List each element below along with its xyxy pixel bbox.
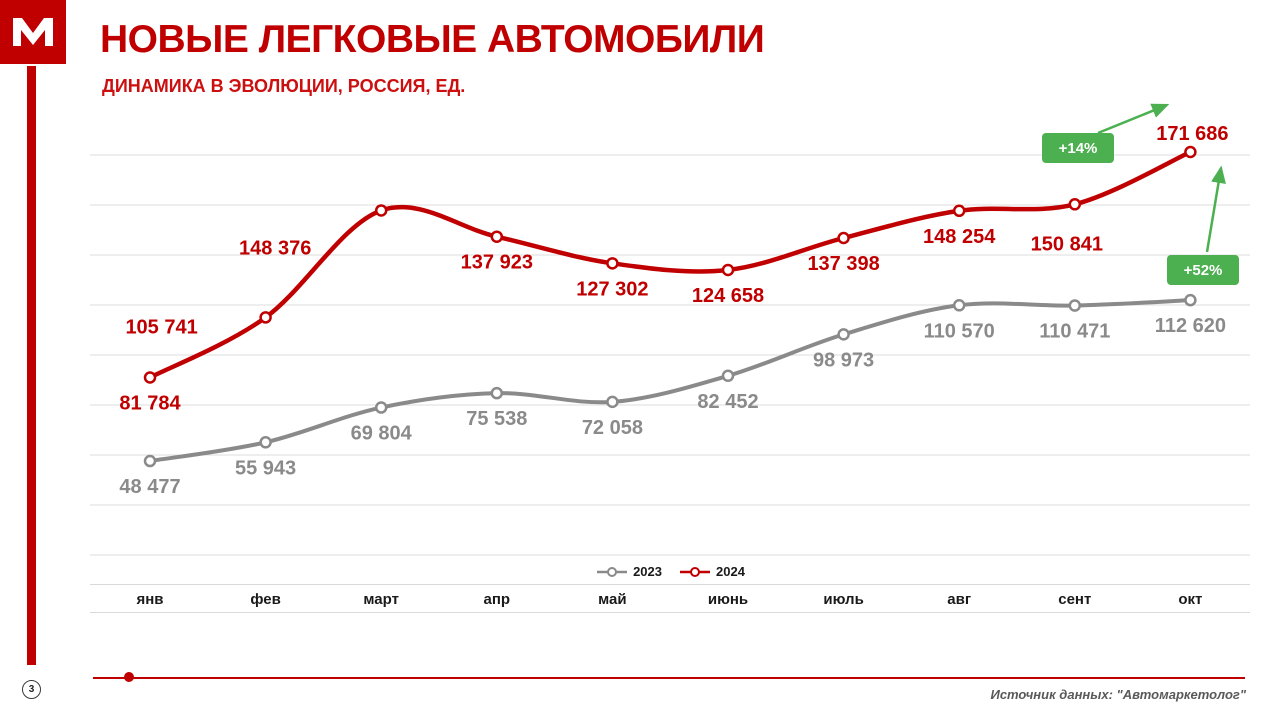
chart-legend: 2023 2024 xyxy=(90,559,1250,585)
data-point-2023 xyxy=(721,369,735,383)
data-label-2024: 148 254 xyxy=(923,226,996,248)
left-accent-bar xyxy=(27,66,36,665)
x-axis-label: янв xyxy=(136,591,164,608)
page-number: 3 xyxy=(22,680,41,699)
x-axis-label: март xyxy=(363,591,399,608)
data-point-2023 xyxy=(259,436,272,449)
growth-arrow-icon xyxy=(1097,103,1170,135)
data-point-2023 xyxy=(374,401,388,414)
data-label-2023: 75 538 xyxy=(466,408,527,430)
footer-divider-line xyxy=(93,677,1245,679)
data-point-2023 xyxy=(837,328,850,341)
data-source-note: Источник данных: "Автомаркетолог" xyxy=(990,687,1246,702)
x-axis-label: июль xyxy=(823,591,864,608)
data-point-2024 xyxy=(143,371,157,384)
data-point-2023 xyxy=(143,454,157,468)
legend-marker-icon xyxy=(597,566,628,577)
page-subtitle: ДИНАМИКА В ЭВОЛЮЦИИ, РОССИЯ, ЕД. xyxy=(102,76,466,96)
data-point-2024 xyxy=(1184,145,1197,159)
data-point-2023 xyxy=(1068,299,1082,312)
page-title: НОВЫЕ ЛЕГКОВЫЕ АВТОМОБИЛИ xyxy=(100,18,765,61)
gridlines xyxy=(90,154,1250,556)
x-axis-label: апр xyxy=(483,591,511,608)
data-point-2024 xyxy=(259,311,272,324)
growth-arrow-icon xyxy=(1205,165,1226,253)
legend-marker-icon xyxy=(680,566,710,577)
data-label-2023: 110 471 xyxy=(1039,321,1110,343)
data-label-2024: 105 741 xyxy=(125,316,197,338)
growth-badge-year: +52% xyxy=(1167,255,1239,285)
series-line-2023 xyxy=(148,298,1193,464)
data-label-2023: 82 452 xyxy=(697,391,758,413)
x-axis-label: сент xyxy=(1058,591,1092,608)
data-label-2024: 137 398 xyxy=(807,253,879,275)
logo-background xyxy=(0,0,66,64)
data-point-2024 xyxy=(490,230,504,243)
x-axis-label: окт xyxy=(1178,591,1203,608)
data-point-2024 xyxy=(1068,198,1082,211)
x-axis-label: июнь xyxy=(707,591,749,608)
data-label-2024: 148 376 xyxy=(239,237,311,259)
data-label-2024: 127 302 xyxy=(576,278,648,300)
x-axis-label: авг xyxy=(947,591,972,608)
legend-item-2023: 2023 xyxy=(595,564,662,579)
data-point-2024 xyxy=(952,204,966,218)
x-axis: янв фев март апр май июнь июль авг сент окт xyxy=(90,585,1250,613)
data-label-2023: 55 943 xyxy=(235,457,296,479)
line-chart: 48 477 55 943 69 804 75 538 72 058 82 452 98 9… xyxy=(90,103,1250,556)
data-label-2023: 72 058 xyxy=(582,417,643,439)
data-point-2024 xyxy=(606,257,619,270)
series-line-2024 xyxy=(147,149,1193,380)
x-axis-label: фев xyxy=(250,591,281,608)
data-label-2023: 110 570 xyxy=(924,320,995,342)
data-point-2023 xyxy=(952,299,966,312)
data-label-2023: 98 973 xyxy=(813,349,874,371)
data-label-2023: 48 477 xyxy=(119,476,180,498)
data-label-2024: 171 686 xyxy=(1156,123,1228,145)
brand-logo xyxy=(0,0,66,64)
x-axis-label: май xyxy=(598,591,627,608)
legend-label: 2023 xyxy=(633,564,662,579)
legend-label: 2024 xyxy=(716,564,745,579)
data-label-2023: 112 620 xyxy=(1155,315,1226,337)
data-label-2024: 137 923 xyxy=(461,252,533,274)
footer-timeline-dot xyxy=(124,672,134,682)
data-point-2023 xyxy=(1184,293,1197,307)
data-label-2024: 124 658 xyxy=(692,285,764,307)
data-label-2023: 69 804 xyxy=(351,423,413,445)
data-point-2023 xyxy=(490,386,504,400)
data-point-2024 xyxy=(374,204,388,217)
data-label-2024: 81 784 xyxy=(119,392,181,414)
data-point-2024 xyxy=(837,231,850,245)
data-point-2024 xyxy=(721,263,735,277)
legend-item-2024: 2024 xyxy=(678,564,745,579)
growth-badge-month: +14% xyxy=(1042,133,1114,163)
data-label-2024: 150 841 xyxy=(1031,233,1103,255)
data-point-2023 xyxy=(606,395,619,409)
logo-monogram-m-icon xyxy=(13,18,53,46)
